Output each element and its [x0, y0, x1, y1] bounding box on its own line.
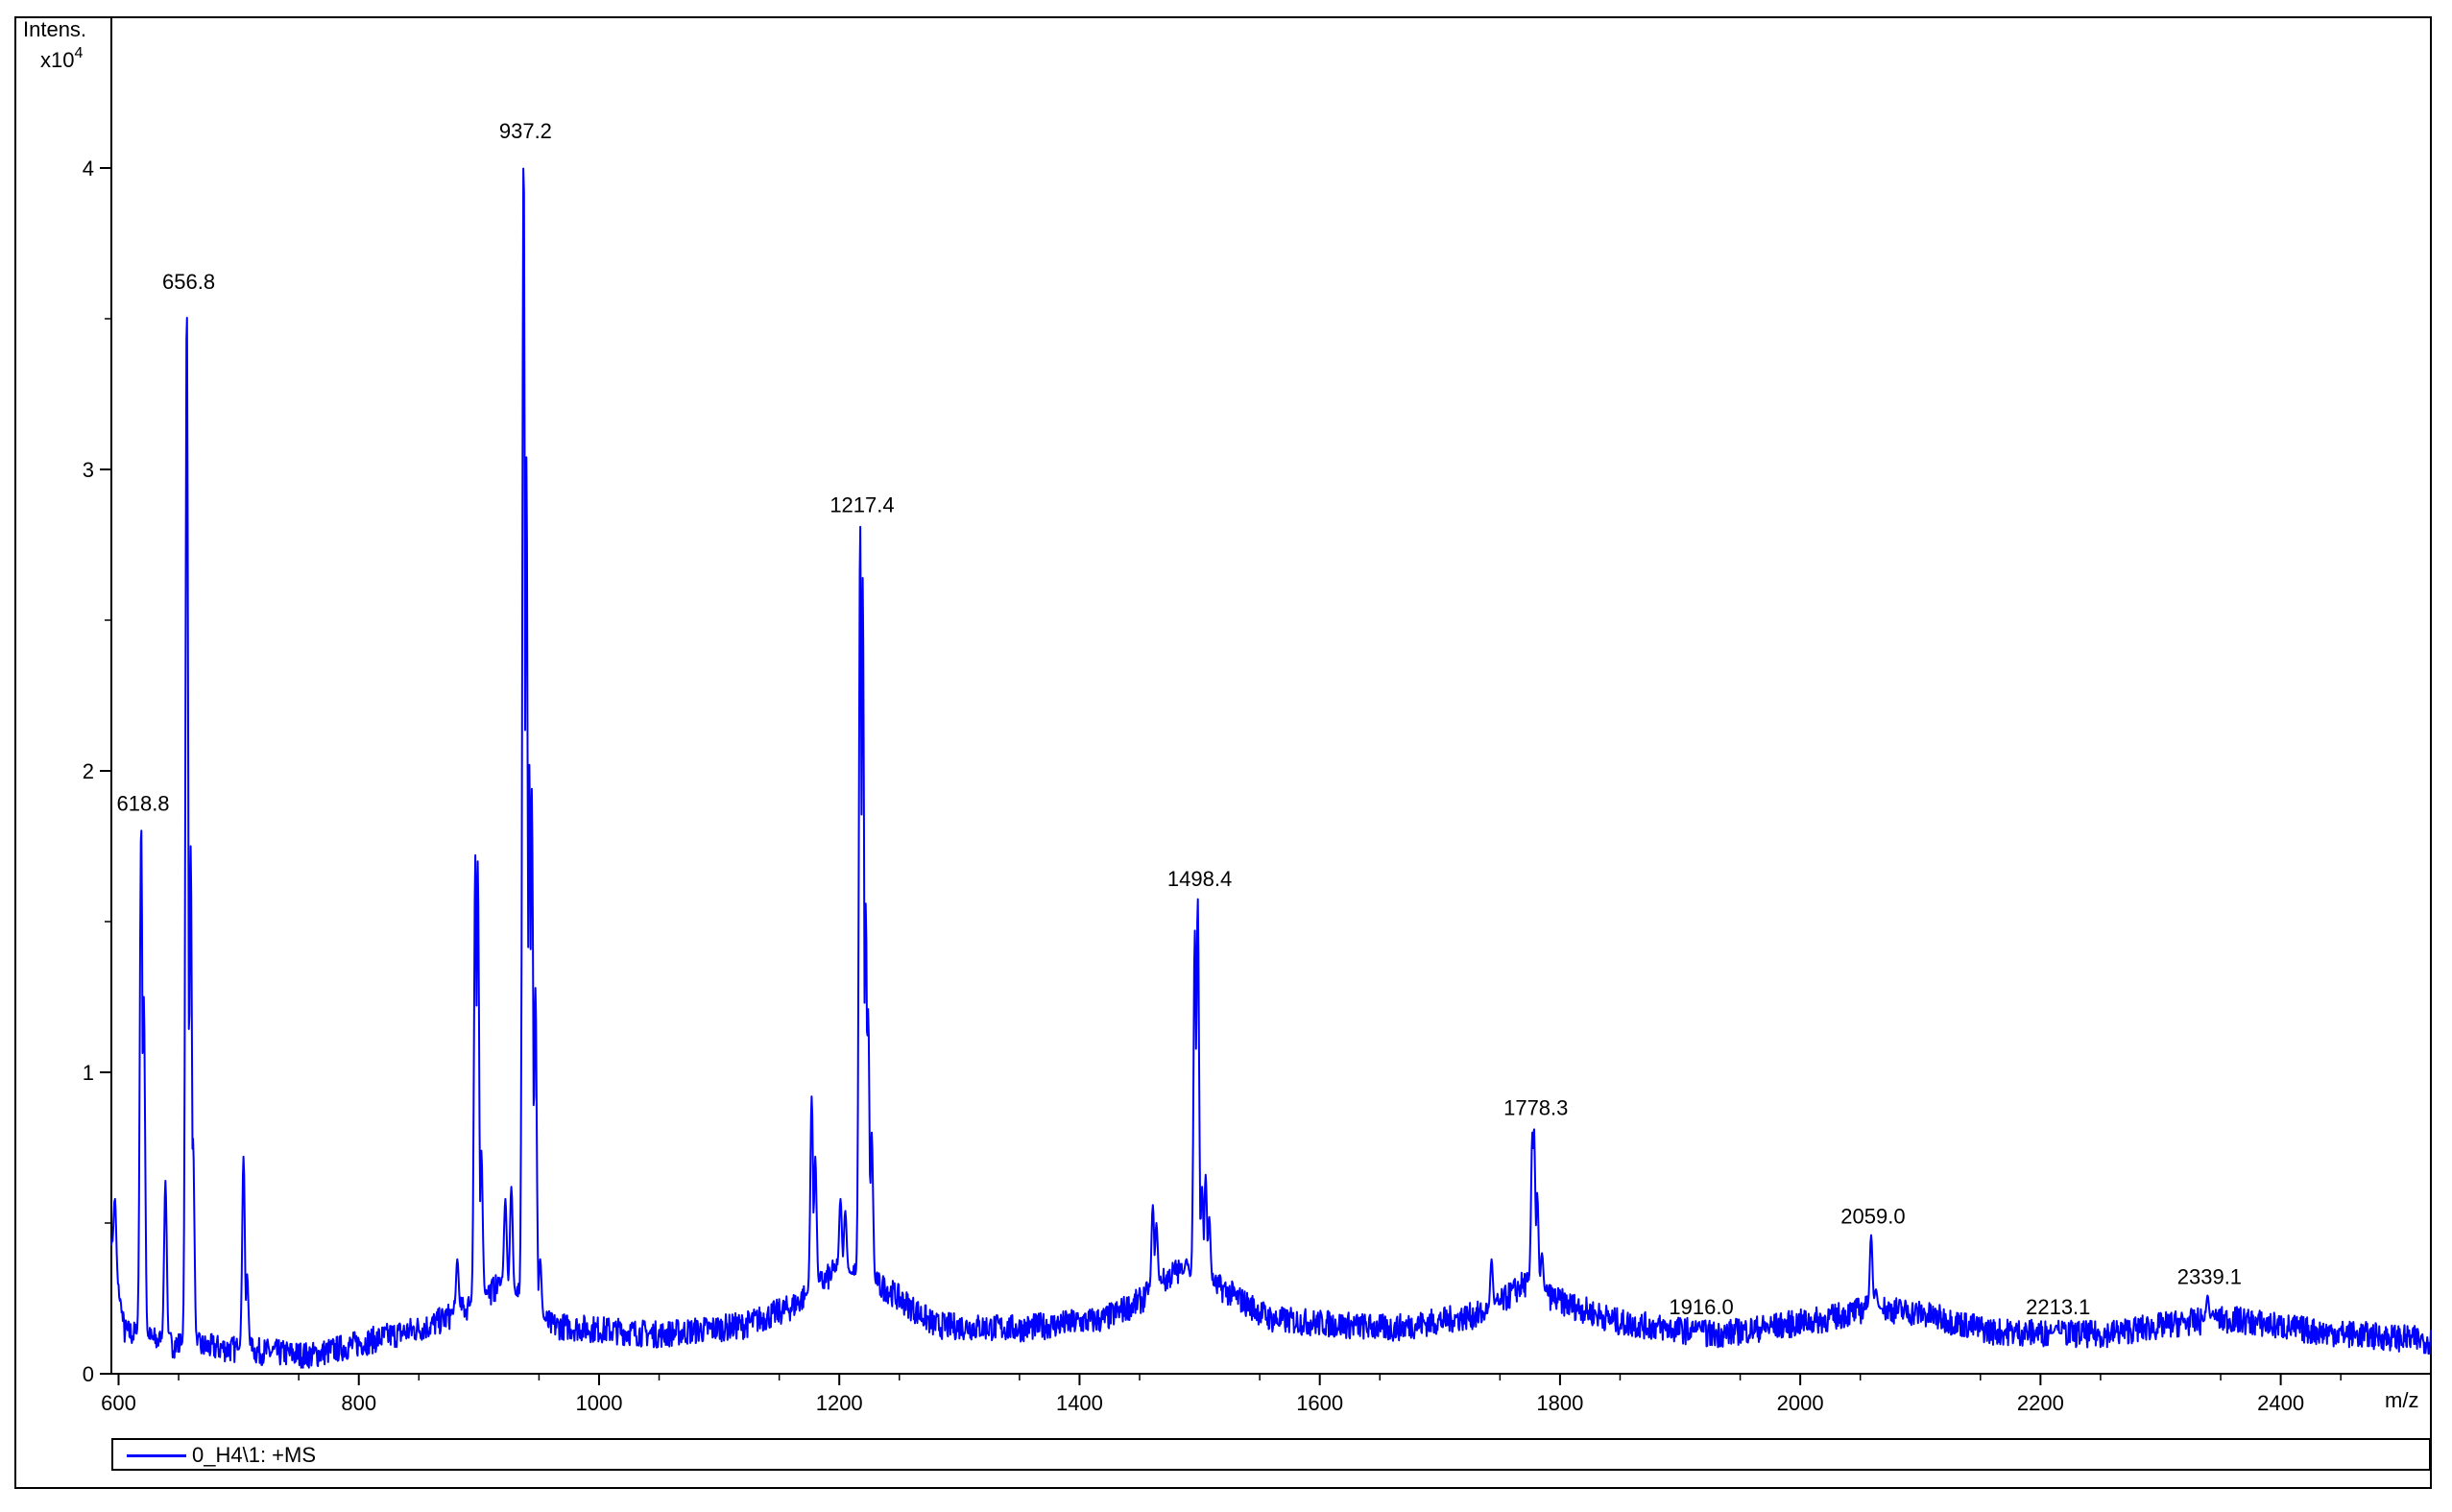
legend-series-label: 0_H4\1: +MS — [192, 1443, 317, 1467]
y-tick-label: 1 — [83, 1061, 94, 1085]
peak-label: 1498.4 — [1167, 867, 1232, 891]
x-tick-label: 1600 — [1296, 1391, 1343, 1415]
y-tick-label: 0 — [83, 1362, 94, 1386]
x-tick-label: 1400 — [1056, 1391, 1103, 1415]
peak-label: 1217.4 — [829, 493, 894, 517]
plot-area-border — [110, 16, 2432, 1375]
x-tick-label: 2200 — [2017, 1391, 2064, 1415]
y-tick-label: 2 — [83, 759, 94, 783]
spectrum-trace — [110, 167, 2432, 1369]
spectrum-line — [110, 167, 2432, 1369]
peak-label: 937.2 — [499, 119, 552, 143]
x-tick-label: 1000 — [575, 1391, 622, 1415]
peak-label: 2059.0 — [1840, 1205, 1905, 1229]
x-tick-label: 800 — [341, 1391, 376, 1415]
peak-label: 2339.1 — [2177, 1264, 2242, 1288]
x-tick-label: 2000 — [1777, 1391, 1824, 1415]
peak-label: 656.8 — [162, 270, 215, 294]
peak-label: 1916.0 — [1669, 1295, 1733, 1319]
x-axis-label: m/z — [2385, 1388, 2418, 1412]
x-tick-label: 600 — [101, 1391, 136, 1415]
y-tick-label: 3 — [83, 458, 94, 482]
axis-ticks: 600 800 1000 1200 1400 1600 1800 2000 2200 2400 0 1… — [83, 156, 2342, 1415]
peak-annotations: 618.8 656.8 937.2 1217.4 1498.4 1778.3 1916.0 2… — [116, 119, 2242, 1319]
plot-frame — [14, 16, 2432, 1489]
peak-label: 2213.1 — [2026, 1295, 2090, 1319]
x-tick-label: 2400 — [2257, 1391, 2304, 1415]
x-tick-label: 1800 — [1536, 1391, 1583, 1415]
peak-label: 1778.3 — [1503, 1096, 1568, 1120]
peak-label: 618.8 — [116, 791, 169, 815]
y-axis-scale-base: x10 — [40, 48, 74, 72]
y-tick-label: 4 — [83, 156, 94, 180]
legend: 0_H4\1: +MS — [111, 1438, 2431, 1471]
y-axis-scale: x104 — [40, 45, 83, 72]
y-axis-label: Intens. — [23, 17, 86, 41]
y-axis-scale-exponent: 4 — [74, 45, 83, 61]
legend-series-swatch — [127, 1454, 186, 1457]
x-tick-label: 1200 — [816, 1391, 863, 1415]
